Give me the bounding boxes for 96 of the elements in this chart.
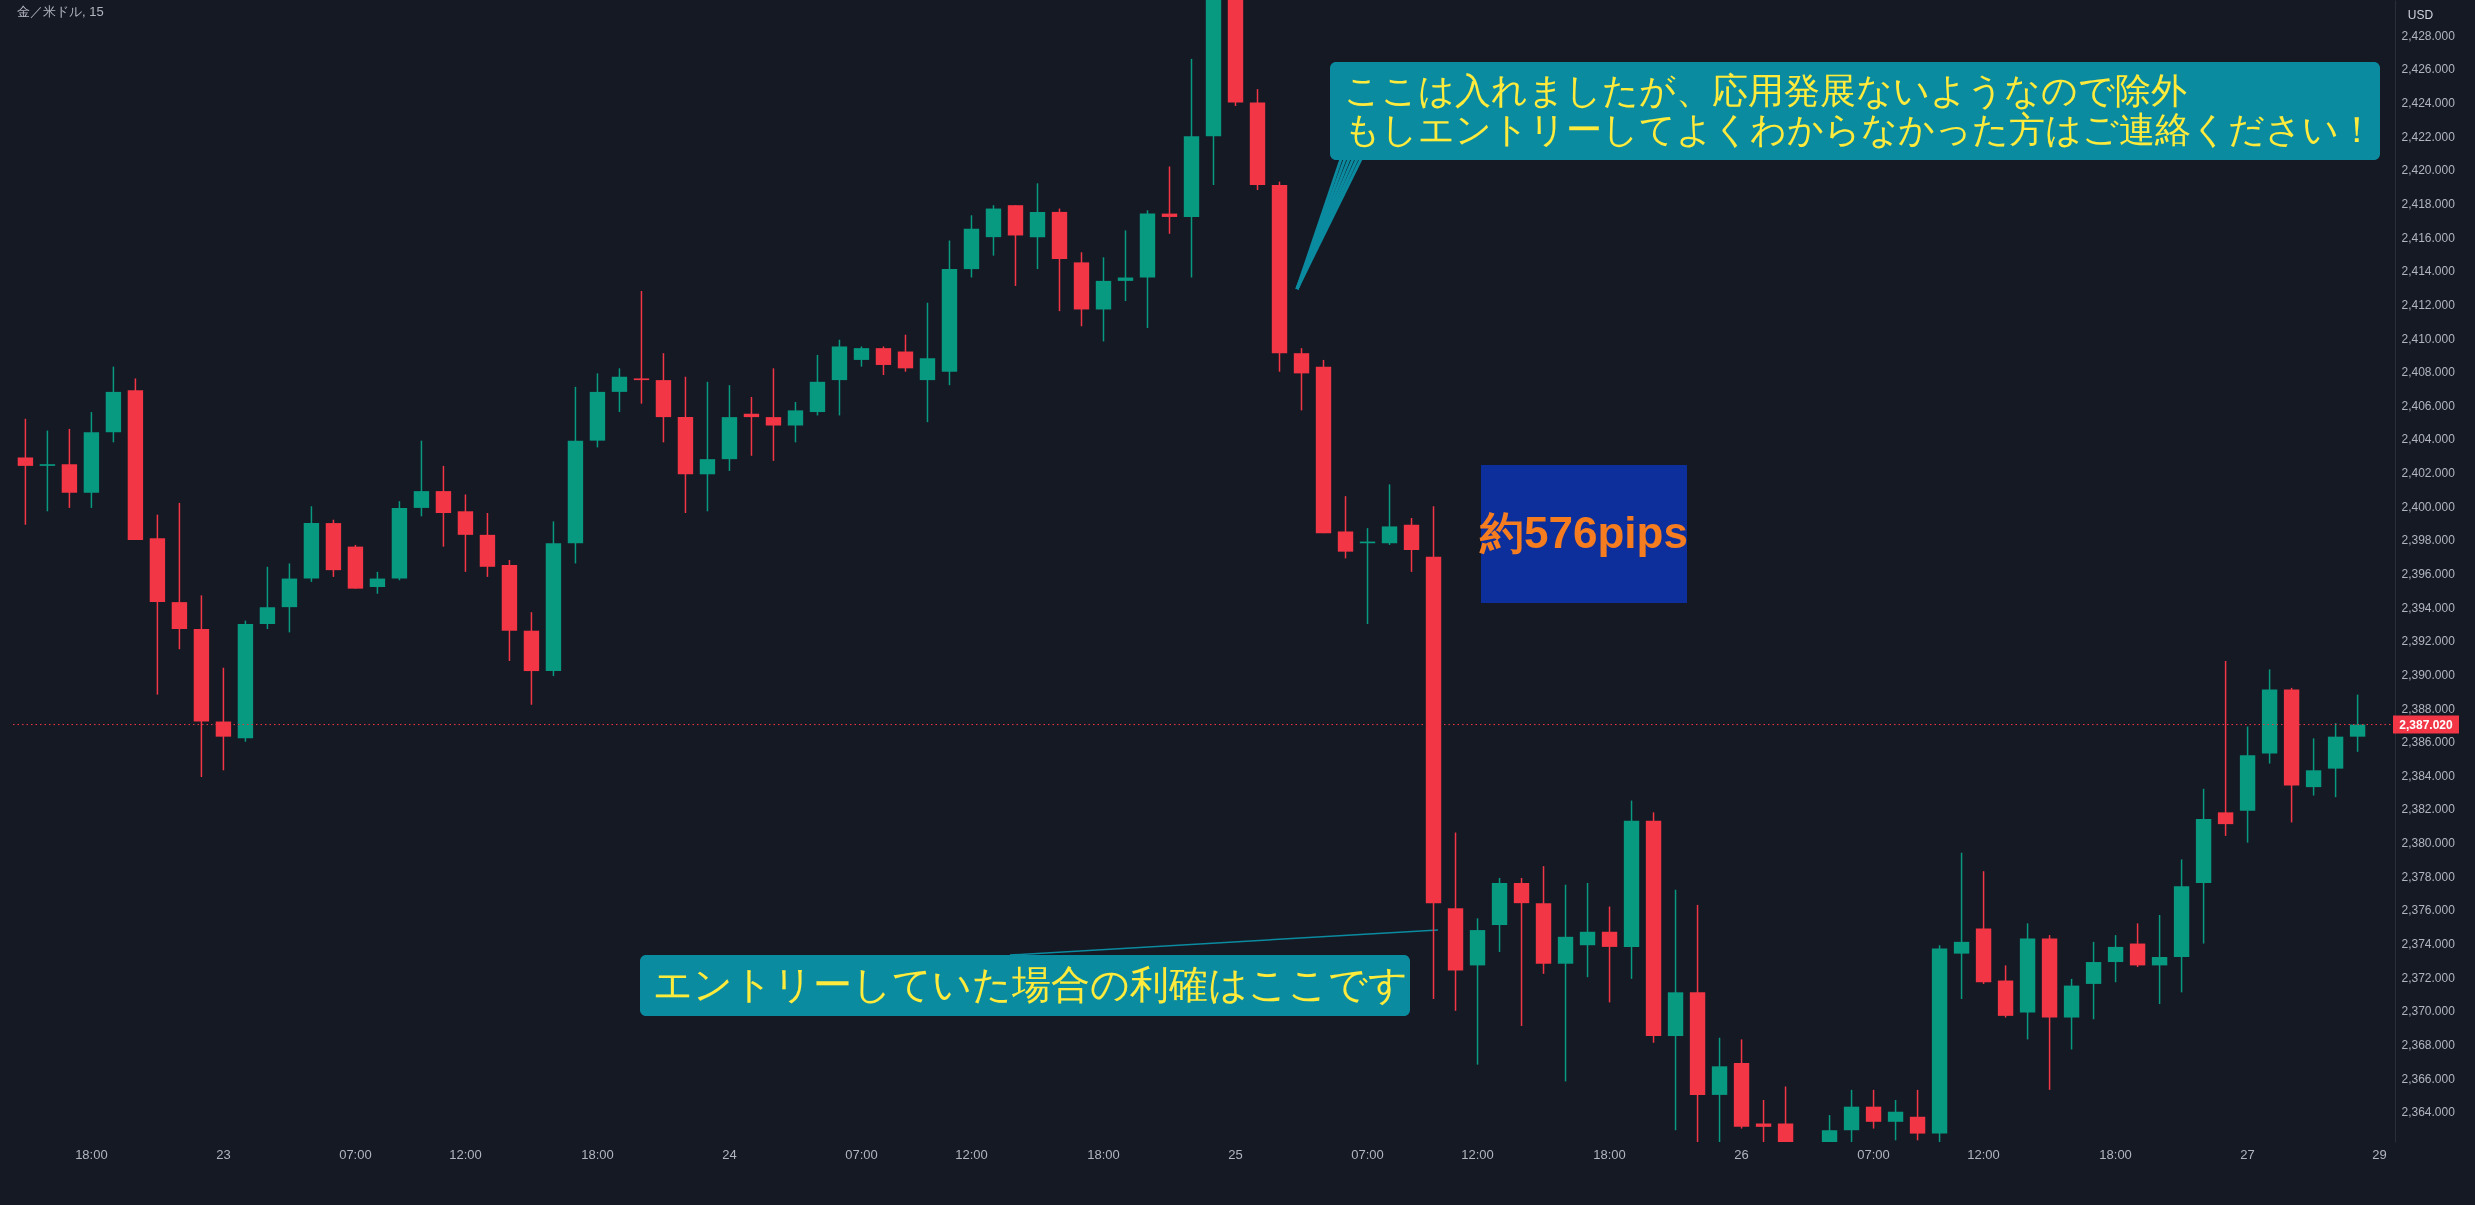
y-tick-label: 2,364.000 bbox=[2401, 1105, 2456, 1120]
x-tick-label: 07:00 bbox=[845, 1146, 878, 1162]
y-tick-label: 2,406.000 bbox=[2401, 398, 2456, 413]
chart-title: 金／米ドル, 15 bbox=[17, 4, 104, 19]
y-tick-label: 2,426.000 bbox=[2401, 62, 2456, 77]
annotation: もしエントリーしてよくわからなかった方はご連絡ください！ bbox=[1344, 109, 2375, 150]
candlestick bbox=[2349, 693, 2366, 753]
x-tick-label: 12:00 bbox=[1461, 1146, 1494, 1162]
y-tick-label: 2,366.000 bbox=[2401, 1071, 2456, 1086]
candlestick bbox=[1337, 495, 1354, 560]
x-tick-label: 18:00 bbox=[75, 1146, 108, 1162]
y-tick-label: 2,418.000 bbox=[2401, 197, 2456, 212]
x-tick-label: 18:00 bbox=[581, 1146, 614, 1162]
candlestick bbox=[39, 429, 56, 513]
annotation: 約576pips bbox=[1479, 508, 1688, 557]
candlestick bbox=[369, 571, 386, 595]
x-tick-label: 29 bbox=[2372, 1146, 2387, 1162]
annotation: ここは入れましたが、応用発展ないようなので除外 bbox=[1344, 70, 2187, 111]
annotation: エントリーしていた場合の利確はここです bbox=[653, 963, 1408, 1006]
y-tick-label: 2,410.000 bbox=[2401, 331, 2456, 346]
candlestick bbox=[633, 290, 650, 405]
candlestick bbox=[2305, 737, 2322, 797]
candlestick bbox=[699, 381, 716, 513]
x-tick-label: 23 bbox=[216, 1146, 231, 1162]
y-tick-label: 2,420.000 bbox=[2401, 163, 2456, 178]
x-tick-label: 07:00 bbox=[339, 1146, 372, 1162]
x-tick-label: 12:00 bbox=[955, 1146, 988, 1162]
y-tick-label: 2,388.000 bbox=[2401, 701, 2456, 716]
y-tick-label: 2,400.000 bbox=[2401, 499, 2456, 514]
y-tick-label: 2,414.000 bbox=[2401, 264, 2456, 279]
y-tick-label: 2,392.000 bbox=[2401, 634, 2456, 649]
candlestick bbox=[897, 333, 914, 373]
y-tick-label: 2,378.000 bbox=[2401, 869, 2456, 884]
y-tick-label: 2,380.000 bbox=[2401, 836, 2456, 851]
y-tick-label: 2,390.000 bbox=[2401, 667, 2456, 682]
y-tick-label: 2,394.000 bbox=[2401, 600, 2456, 615]
candlestick bbox=[1513, 877, 1530, 1027]
x-tick-label: 12:00 bbox=[1967, 1146, 2000, 1162]
y-tick-label: 2,370.000 bbox=[2401, 1004, 2456, 1019]
x-tick-label: 18:00 bbox=[2099, 1146, 2132, 1162]
y-tick-label: 2,372.000 bbox=[2401, 970, 2456, 985]
y-tick-label: 2,398.000 bbox=[2401, 533, 2456, 548]
candlestick bbox=[1381, 483, 1398, 546]
y-tick-label: 2,422.000 bbox=[2401, 129, 2456, 144]
candlestick bbox=[1557, 883, 1574, 1083]
x-tick-label: 26 bbox=[1734, 1146, 1749, 1162]
ref-line-label: 2,387.020 bbox=[2399, 717, 2454, 732]
y-tick-label: 2,384.000 bbox=[2401, 768, 2456, 783]
y-tick-label: 2,386.000 bbox=[2401, 735, 2456, 750]
x-tick-label: 12:00 bbox=[449, 1146, 482, 1162]
candlestick bbox=[1579, 882, 1596, 978]
y-tick-label: 2,412.000 bbox=[2401, 297, 2456, 312]
candlestick bbox=[259, 566, 276, 630]
y-tick-label: 2,382.000 bbox=[2401, 802, 2456, 817]
candlestick bbox=[765, 367, 782, 462]
candlestick bbox=[2107, 934, 2124, 983]
candlestick bbox=[17, 418, 34, 526]
x-tick-label: 18:00 bbox=[1087, 1146, 1120, 1162]
y-tick-label: 2,424.000 bbox=[2401, 96, 2456, 111]
candlestick bbox=[919, 301, 936, 423]
y-tick-label: 2,408.000 bbox=[2401, 365, 2456, 380]
candlestick bbox=[2151, 914, 2168, 1005]
y-tick-label: 2,396.000 bbox=[2401, 567, 2456, 582]
candlestick bbox=[875, 345, 892, 376]
candlestick bbox=[1887, 1099, 1904, 1142]
x-tick-label: 07:00 bbox=[1351, 1146, 1384, 1162]
candlestick bbox=[1821, 1114, 1838, 1143]
candlestick bbox=[435, 465, 452, 548]
candlestick bbox=[413, 439, 430, 518]
candlestick bbox=[611, 367, 628, 413]
y-axis-title: USD bbox=[2407, 7, 2434, 22]
candlestick bbox=[1777, 1085, 1794, 1143]
y-tick-label: 2,374.000 bbox=[2401, 937, 2456, 952]
candlestick bbox=[787, 401, 804, 444]
x-tick-label: 25 bbox=[1228, 1146, 1243, 1162]
x-tick-label: 27 bbox=[2240, 1146, 2255, 1162]
candlestick bbox=[1909, 1089, 1926, 1142]
x-tick-label: 18:00 bbox=[1593, 1146, 1626, 1162]
x-tick-label: 24 bbox=[722, 1146, 737, 1162]
candlestick bbox=[1755, 1099, 1772, 1143]
candlestick bbox=[1865, 1089, 1882, 1130]
y-tick-label: 2,368.000 bbox=[2401, 1037, 2456, 1052]
candlestick bbox=[1293, 347, 1310, 412]
candlestick bbox=[1843, 1089, 1860, 1143]
candlestick bbox=[457, 493, 474, 573]
candlestick bbox=[1953, 851, 1970, 1000]
candlestick bbox=[1601, 905, 1618, 1004]
y-tick-label: 2,428.000 bbox=[2401, 28, 2456, 43]
candlestick bbox=[2129, 922, 2146, 968]
y-tick-label: 2,416.000 bbox=[2401, 230, 2456, 245]
y-tick-label: 2,404.000 bbox=[2401, 432, 2456, 447]
y-tick-label: 2,402.000 bbox=[2401, 466, 2456, 481]
x-tick-label: 07:00 bbox=[1857, 1146, 1890, 1162]
y-tick-label: 2,376.000 bbox=[2401, 903, 2456, 918]
candlestick bbox=[2085, 941, 2102, 1020]
candlestick bbox=[853, 345, 870, 368]
